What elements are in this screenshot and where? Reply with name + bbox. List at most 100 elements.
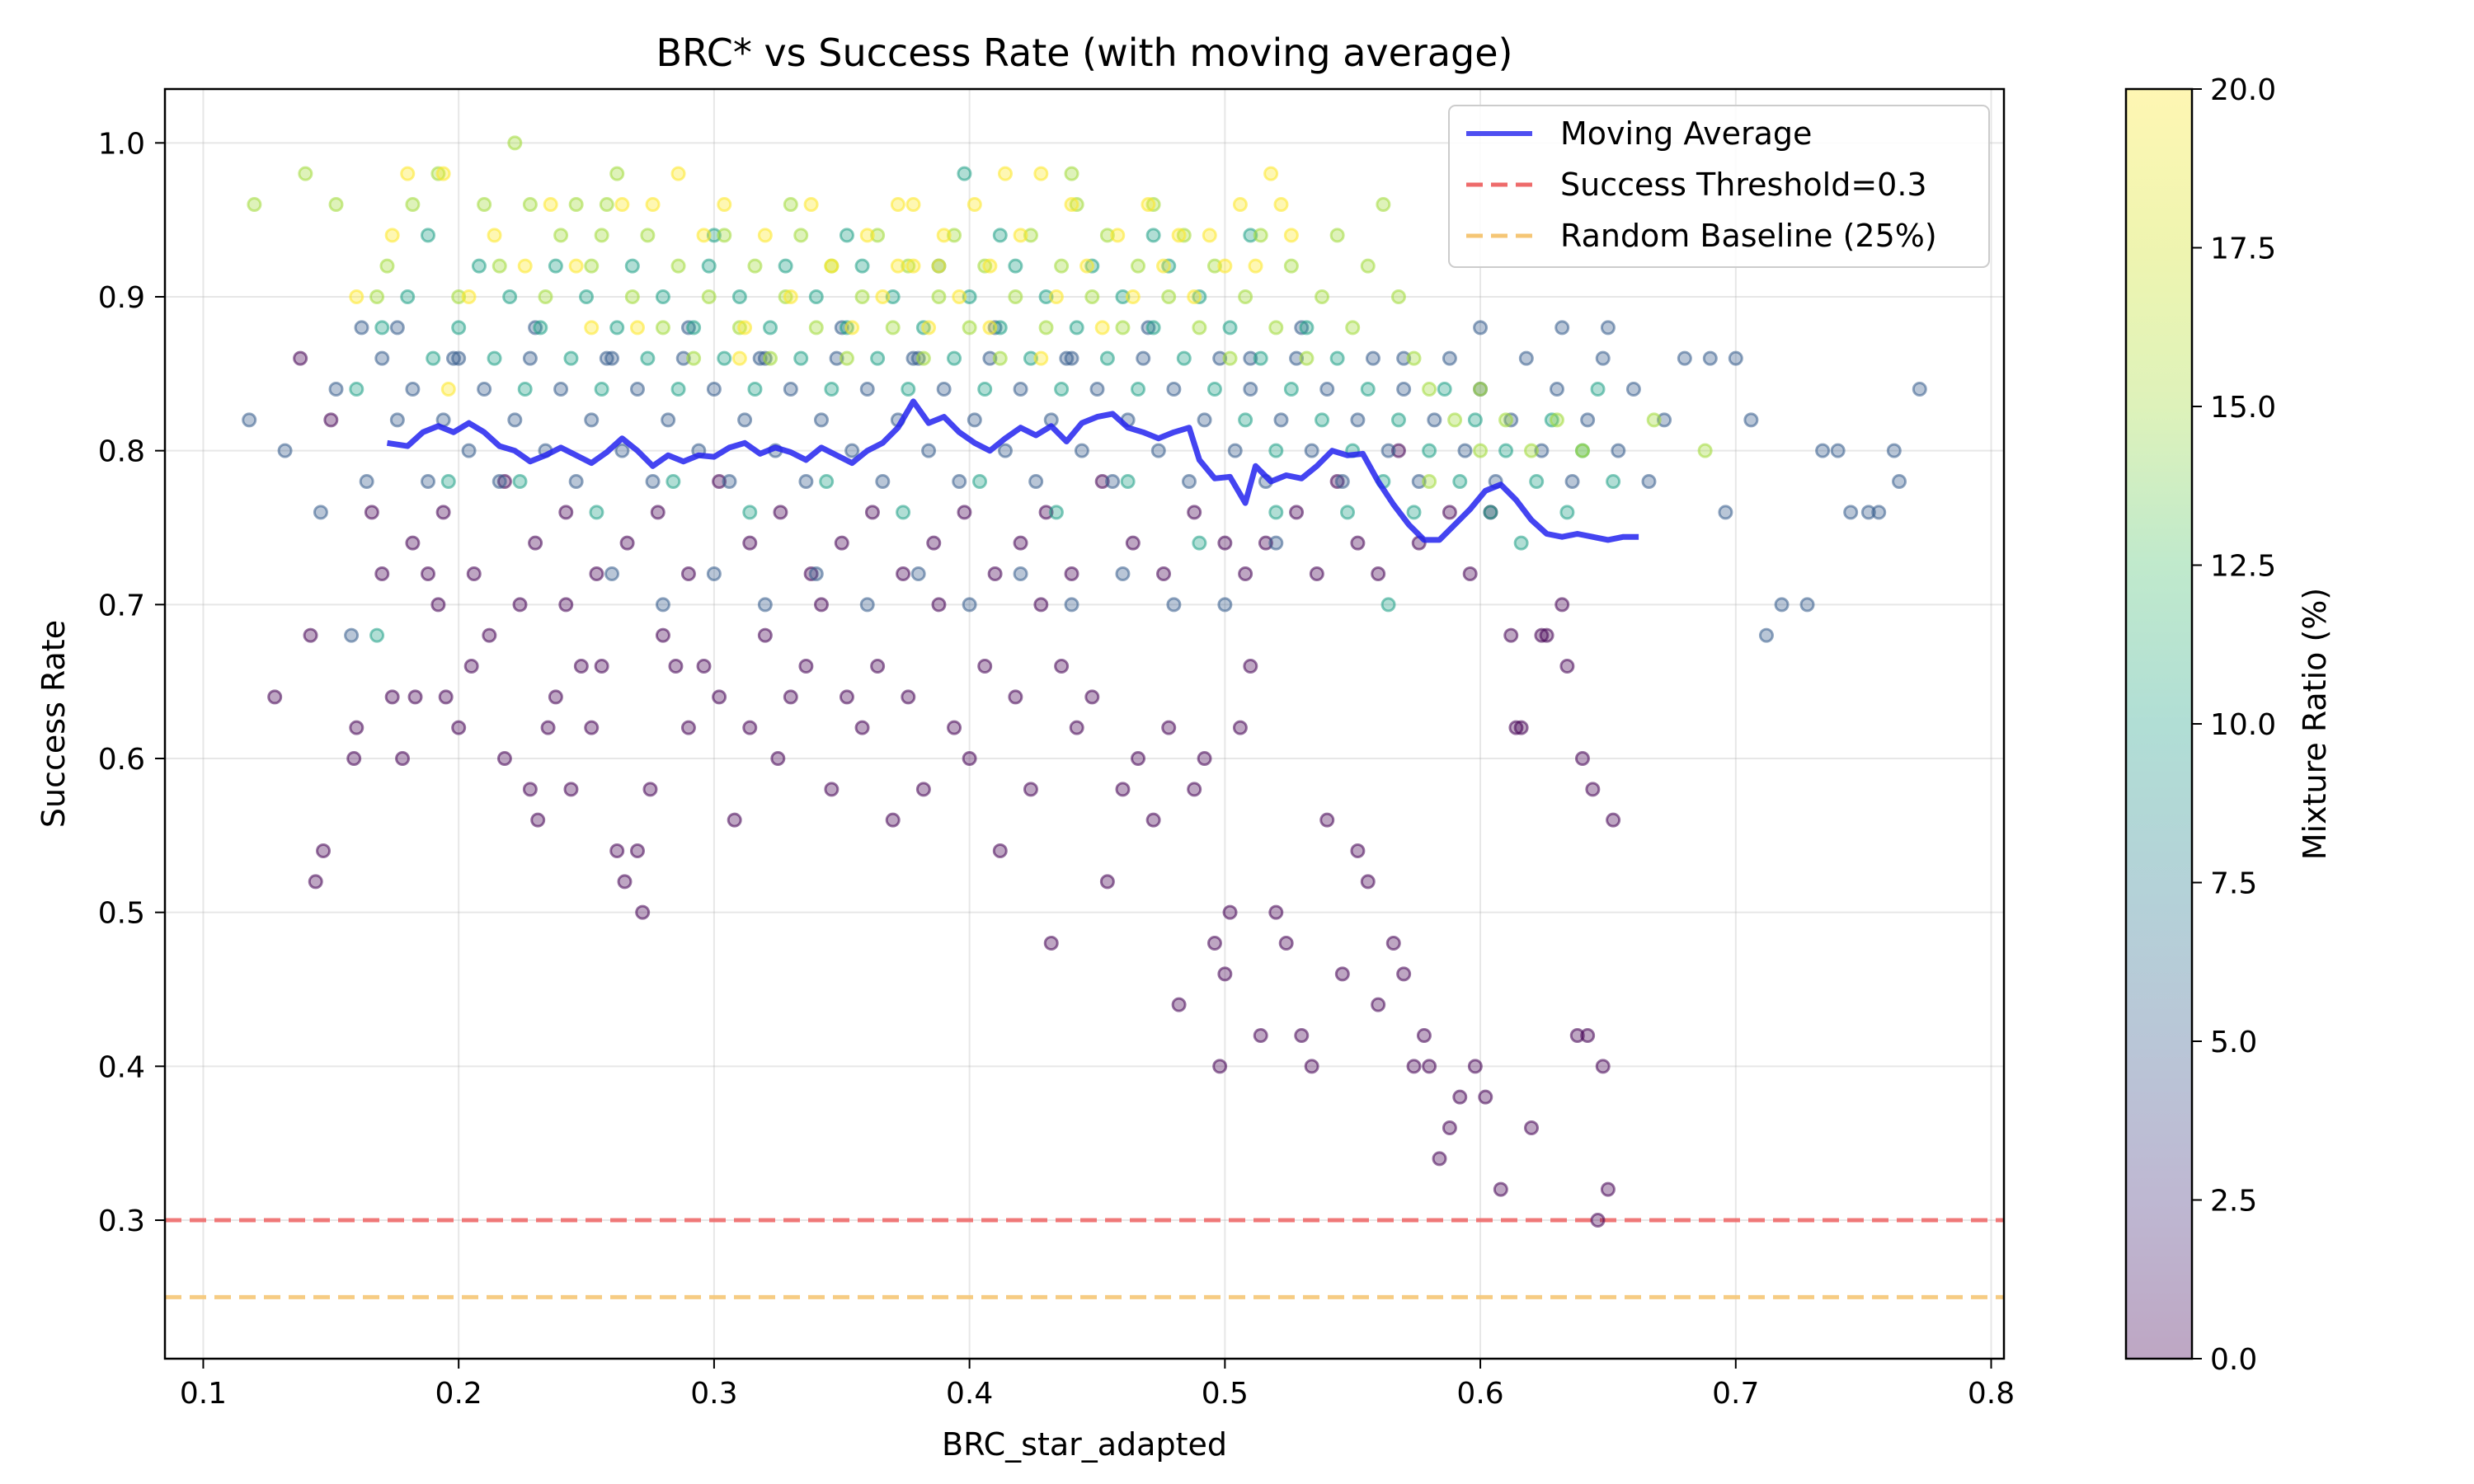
scatter-point [1115, 289, 1131, 304]
scatter-point [936, 382, 952, 397]
scatter-point [451, 289, 467, 304]
scatter-point [824, 782, 840, 797]
scatter-point [1580, 412, 1596, 428]
scatter-point [1473, 382, 1489, 397]
scatter-point [686, 350, 702, 366]
scatter-point [1483, 505, 1498, 520]
scatter-point [1294, 1028, 1310, 1043]
scatter-point [931, 258, 947, 274]
scatter-point [1212, 350, 1228, 366]
scatter-point [803, 197, 819, 212]
scatter-point [346, 751, 362, 766]
scatter-point [992, 843, 1008, 858]
scatter-point [438, 689, 454, 705]
scatter-point [1099, 874, 1115, 890]
y-tick-label: 0.6 [98, 743, 145, 777]
scatter-point [1422, 474, 1437, 489]
scatter-point [824, 382, 840, 397]
plot-area [165, 89, 2004, 1359]
scatter-point [1206, 936, 1222, 951]
scatter-point [952, 474, 967, 489]
scatter-point [655, 320, 670, 336]
scatter-point [1595, 350, 1611, 366]
scatter-point [931, 597, 947, 613]
scatter-point [1268, 904, 1284, 920]
scatter-point [1008, 289, 1023, 304]
scatter-point [977, 659, 993, 674]
scatter-point [364, 505, 379, 520]
scatter-point [1513, 720, 1529, 735]
scatter-point [328, 382, 344, 397]
colorbar-tick-label: 15.0 [2210, 391, 2276, 425]
scatter-point [1315, 412, 1330, 428]
scatter-point [635, 904, 651, 920]
scatter-point [492, 474, 507, 489]
scatter-point [901, 382, 916, 397]
scatter-point [655, 289, 670, 304]
scatter-point [1273, 197, 1289, 212]
scatter-point [421, 474, 436, 489]
scatter-point [1258, 535, 1273, 551]
scatter-point [798, 659, 814, 674]
scatter-point [1524, 1120, 1540, 1135]
scatter-point [972, 474, 988, 489]
scatter-point [819, 474, 835, 489]
scatter-point [507, 412, 523, 428]
scatter-point [1350, 412, 1366, 428]
scatter-point [553, 228, 569, 243]
scatter-point [1197, 412, 1212, 428]
scatter-point [947, 720, 962, 735]
scatter-point [1125, 535, 1141, 551]
scatter-point [1892, 474, 1907, 489]
scatter-point [1529, 474, 1545, 489]
x-tick-label: 0.8 [1968, 1377, 2015, 1411]
scatter-point [952, 289, 967, 304]
scatter-point [1774, 597, 1790, 613]
scatter-point [477, 197, 492, 212]
scatter-point [1253, 1028, 1268, 1043]
scatter-point [742, 535, 758, 551]
scatter-point [712, 474, 727, 489]
scatter-point [936, 228, 952, 243]
scatter-point [1396, 382, 1412, 397]
scatter-point [640, 228, 656, 243]
y-tick-label: 1.0 [98, 127, 145, 161]
scatter-point [359, 474, 374, 489]
scatter-point [712, 689, 727, 705]
scatter-point [1187, 782, 1202, 797]
scatter-point [770, 751, 786, 766]
scatter-point [374, 350, 390, 366]
scatter-point [1340, 505, 1356, 520]
scatter-point [870, 659, 886, 674]
scatter-point [308, 874, 323, 890]
scatter-point [992, 228, 1008, 243]
x-tick-label: 0.6 [1456, 1377, 1503, 1411]
scatter-point [1334, 966, 1350, 982]
x-tick-label: 0.7 [1712, 1377, 1759, 1411]
y-axis-label: Success Rate [35, 620, 72, 828]
scatter-point [1625, 382, 1641, 397]
scatter-point [686, 320, 702, 336]
scatter-point [461, 443, 477, 458]
scatter-point [1606, 812, 1621, 828]
scatter-point [905, 197, 921, 212]
scatter-point [1206, 258, 1222, 274]
scatter-point [405, 382, 421, 397]
scatter-point [1380, 443, 1396, 458]
scatter-point [1161, 289, 1177, 304]
scatter-point [1518, 350, 1534, 366]
scatter-point [1457, 443, 1473, 458]
scatter-point [1422, 1059, 1437, 1074]
scatter-point [1371, 566, 1386, 581]
scatter-point [1192, 535, 1207, 551]
colorbar-tick-label: 17.5 [2210, 232, 2276, 266]
scatter-point [967, 412, 982, 428]
scatter-point [1161, 720, 1177, 735]
scatter-point [1069, 720, 1084, 735]
scatter-point [783, 197, 798, 212]
reference-lines [165, 1218, 2004, 1299]
scatter-point [737, 412, 753, 428]
scatter-point [435, 166, 451, 181]
scatter-point [1206, 382, 1222, 397]
scatter-point [829, 350, 844, 366]
